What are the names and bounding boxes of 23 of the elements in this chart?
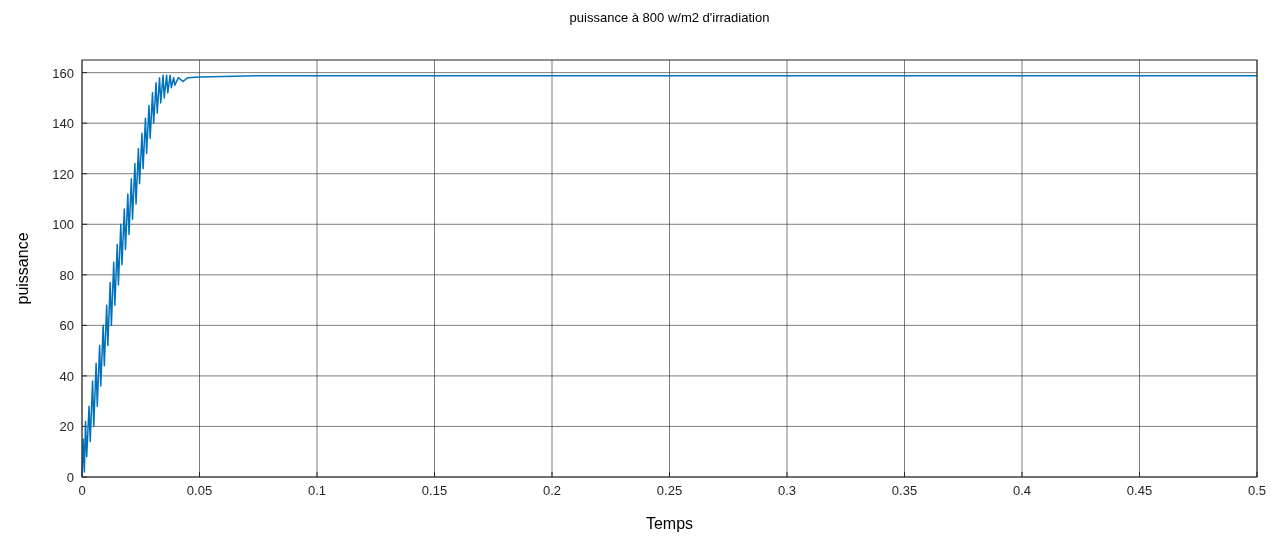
x-tick-label: 0.15 bbox=[421, 483, 448, 498]
x-tick-label: 0.5 bbox=[1247, 483, 1267, 498]
y-tick-label: 160 bbox=[52, 65, 74, 81]
x-tick-label: 0.4 bbox=[1012, 483, 1032, 498]
chart-title: puissance à 800 w/m2 d'irradiation bbox=[569, 10, 770, 25]
x-tick-label: 0.1 bbox=[307, 483, 327, 498]
x-tick-label: 0.35 bbox=[891, 483, 918, 498]
y-tick-label: 20 bbox=[59, 419, 74, 435]
x-tick-label: 0 bbox=[78, 483, 86, 498]
y-tick-label: 60 bbox=[59, 318, 74, 334]
x-tick-label: 0.25 bbox=[656, 483, 683, 498]
x-tick-label: 0.3 bbox=[777, 483, 797, 498]
y-tick-label: 80 bbox=[59, 267, 74, 283]
x-tick-label: 0.45 bbox=[1126, 483, 1153, 498]
y-axis-title: puissance bbox=[14, 232, 31, 305]
y-tick-label: 40 bbox=[59, 368, 74, 384]
x-tick-label: 0.05 bbox=[186, 483, 213, 498]
x-tick-label: 0.2 bbox=[542, 483, 562, 498]
x-axis-title: Temps bbox=[645, 515, 694, 532]
y-tick-label: 100 bbox=[52, 217, 74, 233]
y-tick-label: 140 bbox=[52, 116, 74, 132]
y-tick-label: 120 bbox=[52, 166, 74, 182]
y-tick-label: 0 bbox=[66, 470, 74, 485]
